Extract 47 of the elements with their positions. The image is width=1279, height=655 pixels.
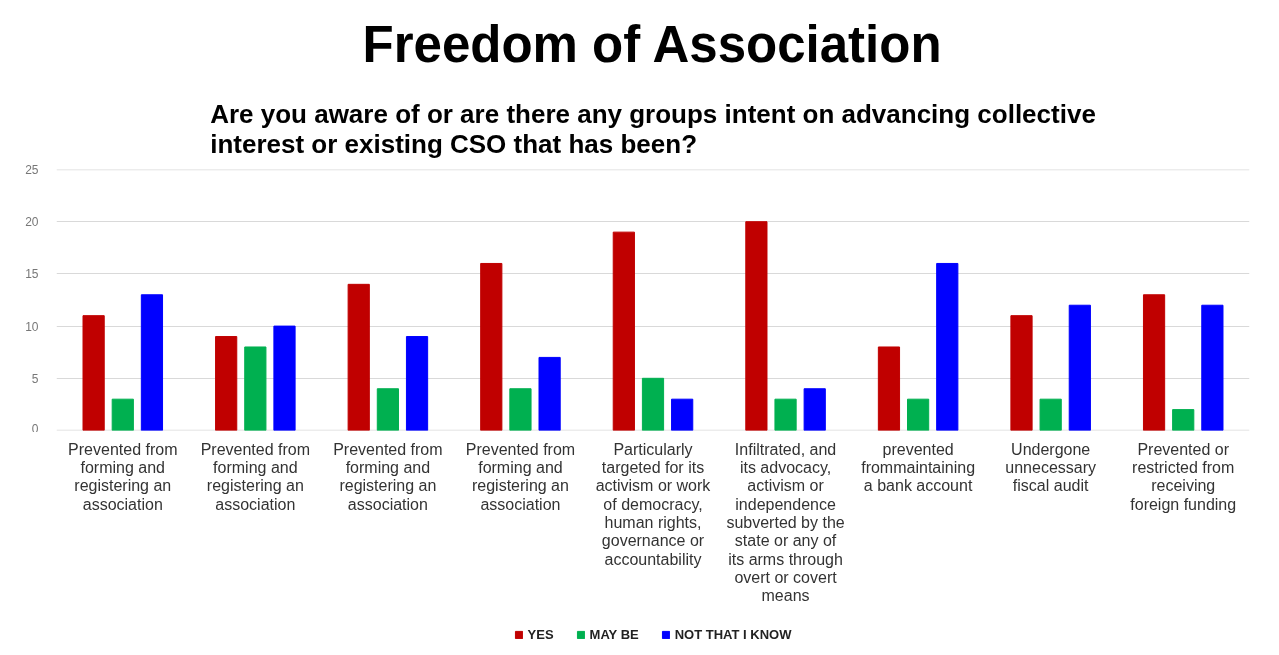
bar <box>405 336 429 431</box>
bar <box>376 388 399 431</box>
bar <box>671 398 694 431</box>
category-label: Infiltrated, and its advocacy, activism or independence subverted by the state or any of its arms through overt or covert means <box>726 440 845 605</box>
bar <box>1010 315 1033 431</box>
x-tick-label: Undergone unnecessary fiscal audit <box>1005 440 1097 495</box>
y-tick-label: 20 <box>25 215 39 230</box>
legend-label: MAY BE <box>589 627 639 642</box>
x-tick-label: prevented frommaintaining a bank account <box>861 440 976 495</box>
y-tick-label: 25 <box>25 163 39 177</box>
bar <box>111 398 134 431</box>
bar <box>538 356 561 431</box>
bar <box>1201 304 1224 431</box>
chart-subtitle: Are you aware of or are there any groups intent on advancing collective interest or existing CSO that has been? <box>210 98 1096 159</box>
x-tick-label: Prevented from forming and registering an association <box>200 440 311 513</box>
bar <box>774 398 797 431</box>
bar <box>215 336 238 431</box>
legend-label: YES <box>527 627 554 642</box>
bar <box>1142 294 1166 431</box>
x-tick-label: Prevented from forming and registering an association <box>465 440 576 513</box>
bar <box>1068 304 1091 431</box>
bar <box>907 398 930 431</box>
y-tick-label: 15 <box>25 267 39 282</box>
bar <box>936 262 959 431</box>
x-tick-label: Particularly targeted for its activism or work of democracy, human rights, governance or accountability <box>595 440 712 568</box>
bar <box>877 346 901 431</box>
bar <box>1172 409 1195 431</box>
bar <box>1039 398 1062 431</box>
x-tick-label: Prevented from forming and registering an association <box>68 440 178 513</box>
chart-title: Freedom of Association <box>362 15 942 73</box>
y-tick-label: 0 <box>31 421 39 436</box>
bar <box>244 346 267 431</box>
bar <box>480 262 503 431</box>
x-tick-label: Prevented from forming and registering an association <box>333 440 443 513</box>
y-tick-label: 5 <box>31 371 39 386</box>
bar <box>347 283 370 431</box>
bar <box>509 388 532 431</box>
bar <box>82 315 105 431</box>
y-tick-label: 10 <box>25 319 39 334</box>
bar <box>745 221 768 431</box>
bar <box>140 294 164 431</box>
x-tick-label: Prevented or restricted from receiving foreign funding <box>1130 440 1237 513</box>
bar <box>273 325 296 431</box>
bar <box>612 231 635 431</box>
bar <box>641 377 665 431</box>
legend-label: NOT THAT I KNOW <box>674 627 792 642</box>
bar <box>803 388 826 431</box>
